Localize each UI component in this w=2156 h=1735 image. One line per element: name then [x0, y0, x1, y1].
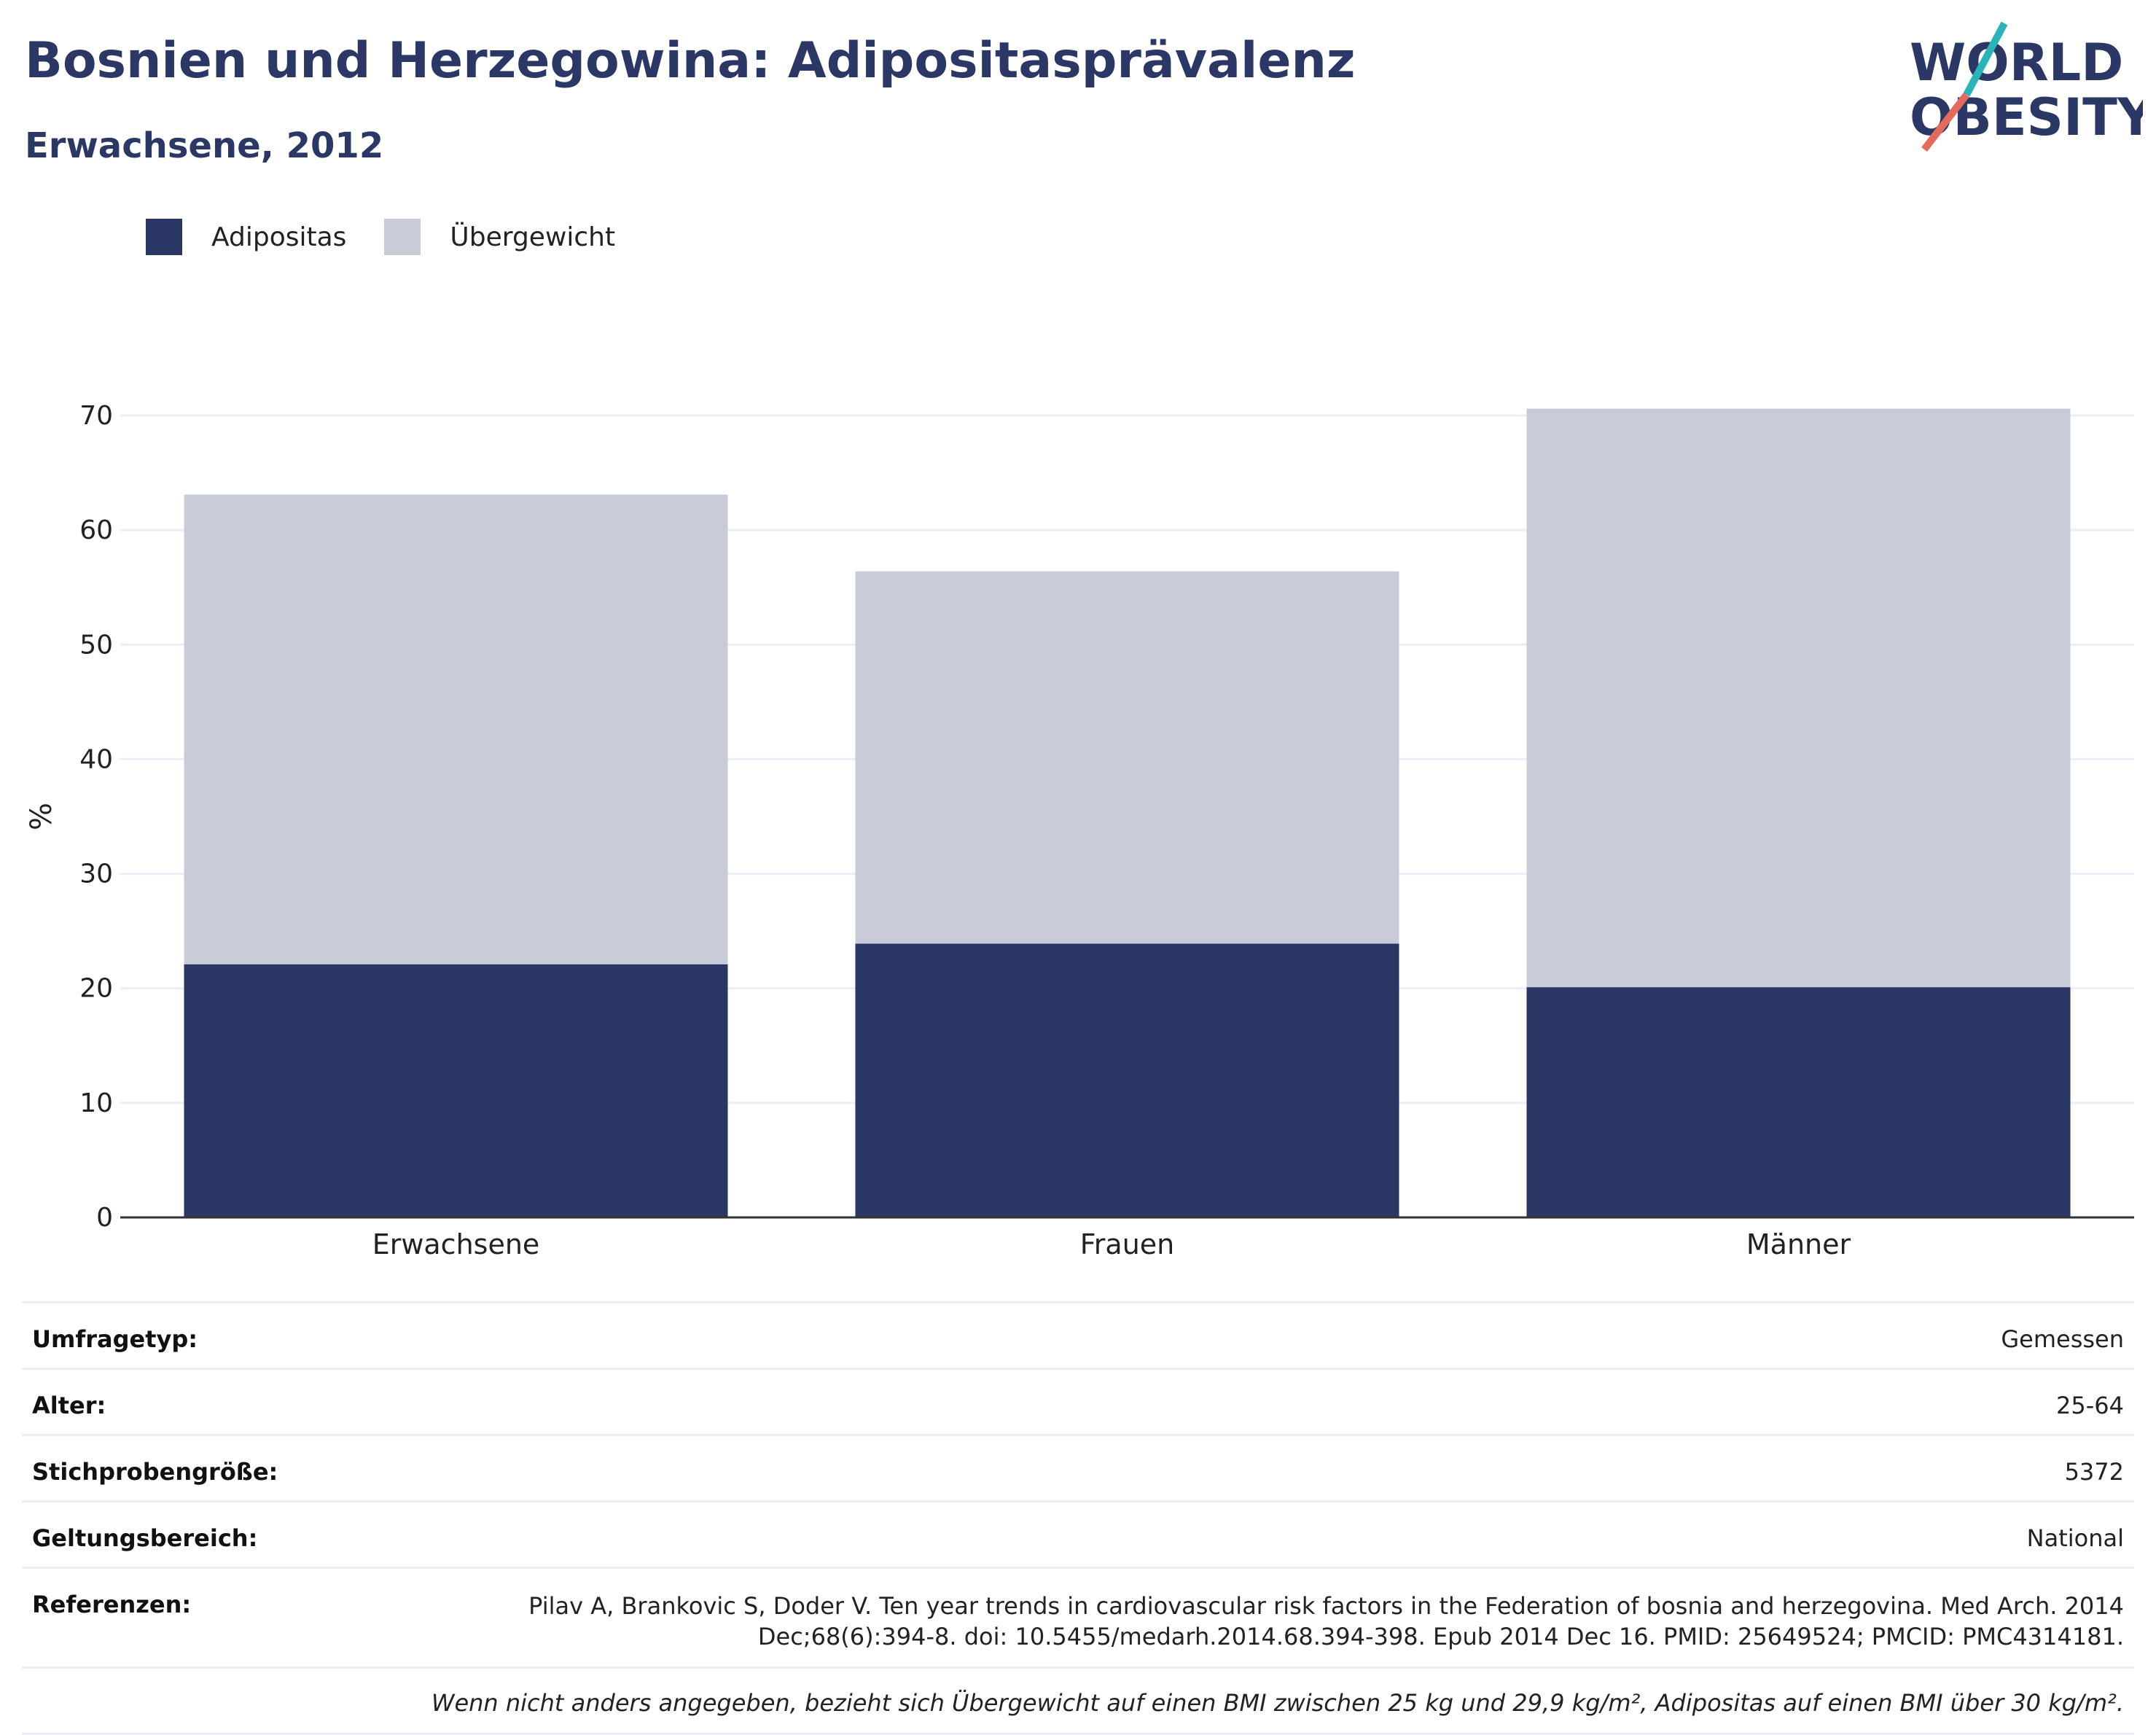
bmi-definition-note: Wenn nicht anders angegeben, bezieht sic…: [22, 1666, 2134, 1735]
reference-line-2: Dec;68(6):394-8. doi: 10.5455/medarh.201…: [757, 1623, 2124, 1650]
y-tick-label: 40: [79, 744, 113, 774]
meta-row-age: Alter: 25-64: [22, 1368, 2134, 1434]
legend-item-adipositas[interactable]: Adipositas: [146, 219, 346, 255]
meta-row-sample-size: Stichprobengröße: 5372: [22, 1434, 2134, 1500]
bar--bergewicht-frauen: [855, 571, 1399, 944]
bar--bergewicht-erwachsene: [184, 494, 728, 964]
chart-subtitle: Erwachsene, 2012: [25, 125, 384, 166]
world-obesity-logo: WORLD OBESITY: [1910, 22, 2143, 152]
bar-adipositas-frauen: [855, 943, 1399, 1217]
legend-item-uebergewicht[interactable]: Übergewicht: [384, 219, 615, 255]
meta-row-scope: Geltungsbereich: National: [22, 1500, 2134, 1567]
logo-slash-coral: [1921, 92, 1969, 152]
y-tick-label: 60: [79, 515, 113, 545]
y-axis-label: %: [25, 803, 58, 830]
bar-chart: 0 10 20 30 40 50 60 70% Erwachsene Frauen Männer: [25, 401, 2134, 1260]
y-tick-label: 70: [79, 401, 113, 431]
x-tick-label: Männer: [1746, 1228, 1851, 1260]
meta-row-survey-type: Umfragetyp: Gemessen: [22, 1301, 2134, 1368]
legend-swatch-adipositas: [146, 219, 182, 255]
metadata-table: Umfragetyp: Gemessen Alter: 25-64 Stichp…: [22, 1301, 2134, 1735]
meta-value: Gemessen: [2001, 1325, 2124, 1353]
bar--bergewicht-m-nner: [1526, 408, 2071, 988]
meta-label: Geltungsbereich:: [32, 1524, 258, 1552]
legend-label-uebergewicht: Übergewicht: [450, 222, 616, 252]
bar-adipositas-m-nner: [1526, 987, 2071, 1217]
legend-label-adipositas: Adipositas: [211, 222, 347, 252]
legend: Adipositas Übergewicht: [146, 215, 653, 259]
y-tick-label: 50: [79, 630, 113, 660]
meta-label: Alter:: [32, 1392, 106, 1419]
bar-adipositas-erwachsene: [184, 964, 728, 1217]
reference-line-1: Pilav A, Brankovic S, Doder V. Ten year …: [528, 1592, 2124, 1620]
x-tick-label: Frauen: [1080, 1228, 1175, 1260]
y-tick-label: 20: [79, 974, 113, 1004]
chart-title: Bosnien und Herzegowina: Adipositaspräva…: [25, 32, 1356, 90]
x-tick-label: Erwachsene: [372, 1228, 540, 1260]
meta-label: Stichprobengröße:: [32, 1458, 278, 1486]
y-tick-label: 30: [79, 859, 113, 889]
meta-value: National: [2026, 1524, 2124, 1552]
y-tick-label: 0: [96, 1203, 113, 1233]
meta-value: 5372: [2064, 1458, 2124, 1486]
logo-slash-teal: [1963, 22, 2008, 97]
meta-row-references: Referenzen: Pilav A, Brankovic S, Doder …: [22, 1567, 2134, 1666]
meta-value: 25-64: [2056, 1392, 2124, 1419]
y-tick-label: 10: [79, 1088, 113, 1118]
meta-value-references: Pilav A, Brankovic S, Doder V. Ten year …: [375, 1591, 2124, 1652]
legend-swatch-uebergewicht: [384, 219, 421, 255]
meta-label: Umfragetyp:: [32, 1325, 198, 1353]
meta-label: Referenzen:: [32, 1591, 192, 1618]
logo-line1: WORLD: [1910, 33, 2123, 93]
